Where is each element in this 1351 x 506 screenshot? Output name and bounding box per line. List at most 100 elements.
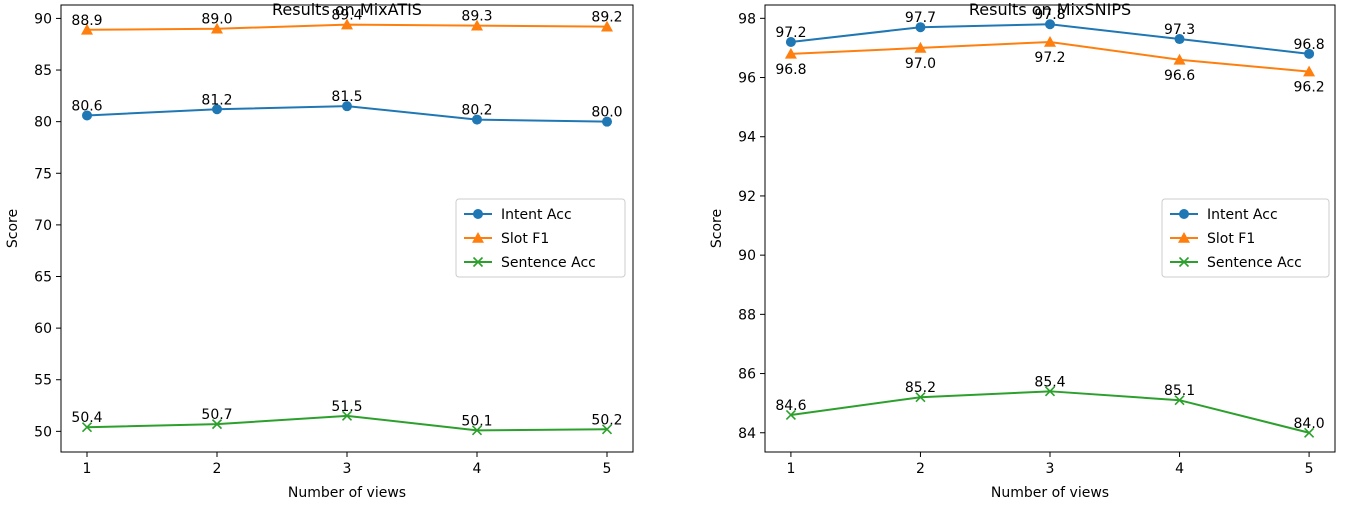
data-label: 97.2 <box>1034 50 1065 66</box>
data-label: 81.5 <box>331 89 362 105</box>
data-point <box>1174 34 1185 45</box>
data-point <box>1044 386 1056 397</box>
y-tick-label: 90 <box>34 11 52 27</box>
plot-frame <box>60 4 634 453</box>
y-tick-label: 86 <box>738 367 756 383</box>
data-label: 80.0 <box>591 105 622 121</box>
series-slot-f1: 96.8 97.0 97.2 96.6 96.2 <box>775 36 1325 96</box>
data-label: 89.2 <box>591 10 622 26</box>
series-intent-acc: 97.2 97.7 97.8 97.3 96.8 <box>775 7 1325 59</box>
series-line-sentence-acc <box>86 414 608 432</box>
legend-label: Intent Acc <box>501 207 572 223</box>
y-tick-label: 98 <box>738 11 756 27</box>
data-point <box>1304 48 1315 59</box>
data-point <box>471 19 483 31</box>
data-label: 97.7 <box>905 10 936 26</box>
data-label: 85.2 <box>905 380 936 396</box>
data-point <box>82 110 92 121</box>
x-tick-label: 2 <box>213 461 222 477</box>
x-tick-label: 2 <box>916 461 925 477</box>
data-label: 50.2 <box>591 412 622 428</box>
legend: Intent Acc Slot F1 Sentence Acc <box>455 198 626 278</box>
y-axis-label: Score <box>709 209 725 248</box>
legend-marker <box>1179 209 1189 219</box>
data-point <box>211 22 223 34</box>
data-label: 80.6 <box>71 98 102 114</box>
data-point <box>601 424 613 435</box>
data-label: 88.9 <box>71 13 102 29</box>
data-label: 97.2 <box>775 25 806 41</box>
data-label: 50.7 <box>201 407 232 423</box>
data-label: 96.8 <box>775 62 806 78</box>
y-tick-label: 60 <box>34 321 52 337</box>
data-label: 89.3 <box>461 9 492 25</box>
data-point <box>471 425 483 436</box>
data-point <box>784 47 797 59</box>
legend-label: Sentence Acc <box>1207 255 1302 271</box>
y-tick-label: 94 <box>738 130 756 146</box>
plot-frame <box>764 4 1336 453</box>
data-label: 97.0 <box>905 56 936 72</box>
series-line-sentence-acc <box>790 390 1310 434</box>
data-label: 84.0 <box>1294 416 1325 432</box>
data-label: 80.2 <box>461 103 492 119</box>
y-tick-label: 96 <box>738 71 756 87</box>
x-tick-label: 1 <box>83 461 92 477</box>
data-point <box>914 41 927 53</box>
y-axis-label: Score <box>5 209 21 248</box>
data-point <box>342 101 352 112</box>
data-label: 96.8 <box>1294 37 1325 53</box>
y-tick-label: 85 <box>34 63 52 79</box>
y-tick-label: 80 <box>34 115 52 131</box>
x-tick-label: 5 <box>603 461 612 477</box>
legend-marker <box>1178 232 1190 243</box>
series-sentence-acc: 50.4 50.7 51.5 50.1 50.2 <box>71 399 623 436</box>
data-label: 96.6 <box>1164 68 1195 84</box>
data-point <box>211 419 223 430</box>
y-tick-label: 50 <box>34 424 52 440</box>
data-point <box>602 116 612 127</box>
legend-box <box>455 198 626 278</box>
data-point <box>915 392 926 403</box>
series-intent-acc: 80.6 81.2 81.5 80.2 80.0 <box>71 89 623 127</box>
data-point <box>472 114 482 125</box>
data-label: 84.6 <box>775 398 806 414</box>
y-tick-label: 55 <box>34 373 52 389</box>
legend-box <box>1161 198 1330 278</box>
data-label: 97.3 <box>1164 22 1195 38</box>
data-label: 50.4 <box>71 410 102 426</box>
legend-label: Sentence Acc <box>501 255 596 271</box>
data-label: 85.4 <box>1034 374 1065 390</box>
y-tick-label: 65 <box>34 270 52 286</box>
data-label: 89.4 <box>331 8 362 24</box>
y-tick-label: 90 <box>738 248 756 264</box>
data-point <box>1303 65 1316 77</box>
y-tick-label: 70 <box>34 218 52 234</box>
data-point <box>341 410 353 421</box>
y-tick-label: 75 <box>34 166 52 182</box>
data-point <box>785 409 796 421</box>
data-point <box>81 422 93 433</box>
data-label: 89.0 <box>201 12 232 28</box>
data-point <box>1044 36 1056 47</box>
x-axis-label: Number of views <box>288 485 406 501</box>
data-point <box>1304 427 1315 438</box>
data-label: 96.2 <box>1294 80 1325 96</box>
data-point <box>1174 395 1185 406</box>
legend: Intent Acc Slot F1 Sentence Acc <box>1161 198 1330 278</box>
data-label: 85.1 <box>1164 383 1195 399</box>
x-axis-label: Number of views <box>991 485 1109 501</box>
data-point <box>1045 19 1055 30</box>
legend-label: Slot F1 <box>501 231 549 247</box>
data-point <box>915 22 926 33</box>
x-tick-label: 4 <box>473 461 482 477</box>
legend-marker <box>472 256 484 268</box>
x-tick-label: 3 <box>343 461 352 477</box>
data-point <box>1173 53 1186 65</box>
x-tick-label: 1 <box>786 461 795 477</box>
data-point <box>212 104 222 115</box>
x-tick-label: 4 <box>1175 461 1184 477</box>
